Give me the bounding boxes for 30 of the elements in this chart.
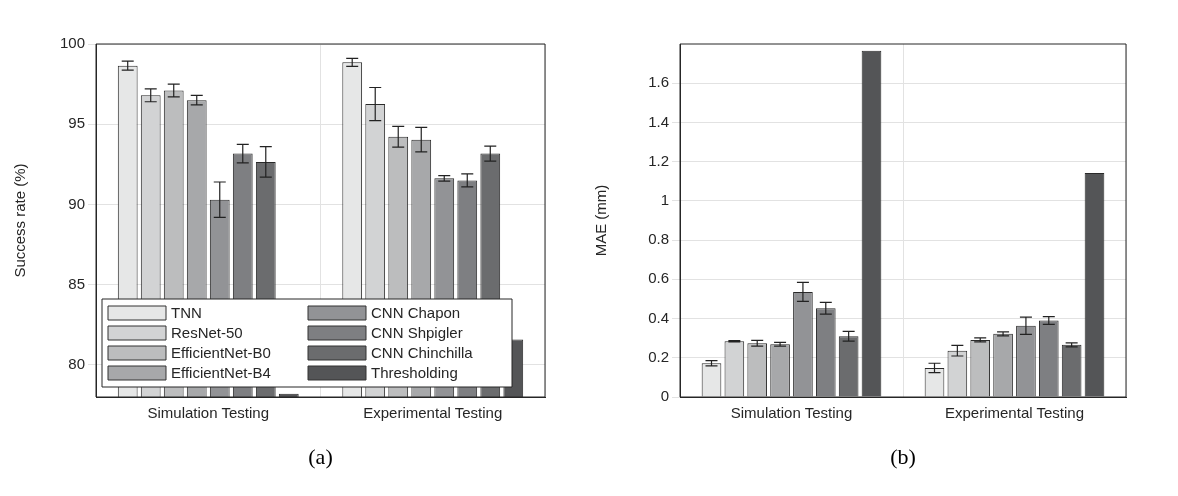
y-tick-label: 80 bbox=[68, 355, 85, 373]
y-tick-label: 0.2 bbox=[648, 347, 669, 365]
y-tick-label: 0.6 bbox=[648, 269, 669, 287]
y-tick-label: 95 bbox=[68, 114, 85, 132]
y-tick-label: 1 bbox=[660, 191, 669, 209]
y-axis-title: Success rate (%) bbox=[11, 163, 29, 278]
y-tick-label: 90 bbox=[68, 194, 85, 212]
legend-label: EfficientNet-B0 bbox=[171, 344, 271, 362]
text: (b) bbox=[890, 443, 916, 469]
legend-label: CNN Chinchilla bbox=[371, 344, 474, 362]
y-axis-title: MAE (mm) bbox=[592, 184, 610, 257]
y-tick-label: 1.6 bbox=[648, 73, 669, 91]
x-tick-label: Simulation Testing bbox=[147, 404, 269, 422]
y-tick-label: 0.8 bbox=[648, 230, 669, 248]
y-tick-label: 0.4 bbox=[648, 308, 669, 326]
x-tick-label: Experimental Testing bbox=[363, 404, 503, 422]
y-tick-label: 1.4 bbox=[648, 112, 669, 130]
y-tick-label: 0 bbox=[660, 387, 669, 405]
y-tick-label: 1.2 bbox=[648, 151, 669, 169]
x-tick-label: Experimental Testing bbox=[945, 404, 1084, 422]
legend-label: ResNet-50 bbox=[171, 324, 243, 342]
x-tick-label: Simulation Testing bbox=[730, 404, 853, 422]
legend-label: Thresholding bbox=[371, 364, 458, 382]
y-tick-label: 100 bbox=[59, 34, 85, 52]
text: (a) bbox=[308, 443, 333, 469]
y-tick-label: 85 bbox=[68, 274, 85, 292]
legend-label: TNN bbox=[171, 304, 202, 322]
legend-label: CNN Shpigler bbox=[371, 324, 463, 342]
legend-label: CNN Chapon bbox=[371, 304, 461, 322]
legend-label: EfficientNet-B4 bbox=[171, 364, 271, 382]
